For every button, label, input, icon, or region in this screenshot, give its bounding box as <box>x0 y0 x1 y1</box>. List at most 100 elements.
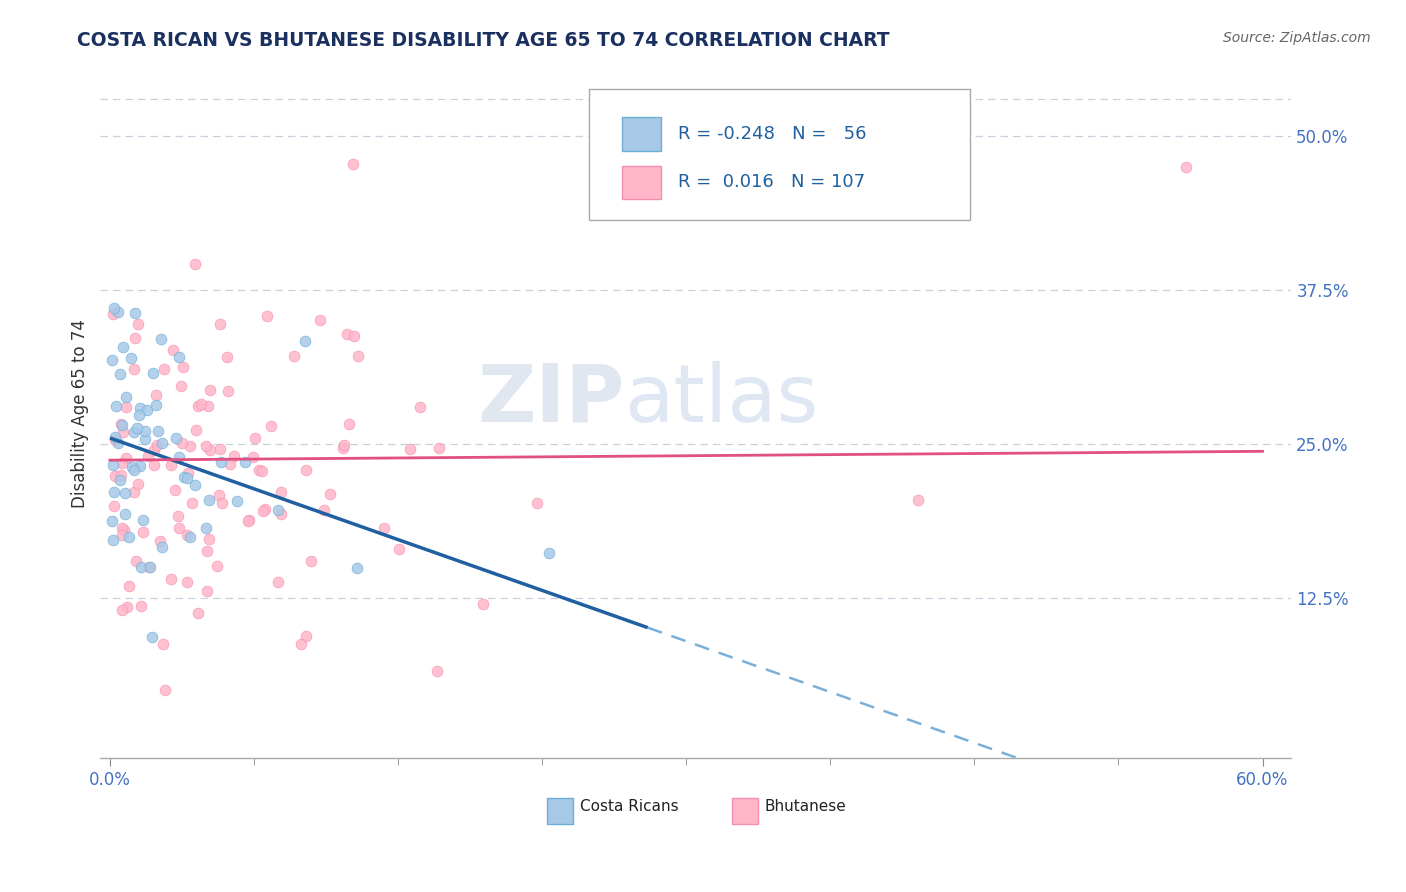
Point <box>111 521 134 535</box>
Point <box>104 399 127 413</box>
Text: atlas: atlas <box>624 360 818 439</box>
Point <box>138 560 160 574</box>
Point <box>200 384 222 398</box>
Point <box>283 349 305 363</box>
Point <box>101 533 124 547</box>
Point <box>115 450 138 465</box>
Point <box>238 513 260 527</box>
Point <box>343 328 366 343</box>
Y-axis label: Disability Age 65 to 74: Disability Age 65 to 74 <box>72 319 89 508</box>
Text: Costa Ricans: Costa Ricans <box>581 799 679 814</box>
Point <box>247 463 270 477</box>
Point <box>131 559 153 574</box>
Point <box>122 484 145 499</box>
Point <box>153 362 176 376</box>
Point <box>122 463 145 477</box>
Point <box>152 637 174 651</box>
FancyBboxPatch shape <box>547 797 574 823</box>
Point <box>250 464 273 478</box>
Point <box>120 351 142 365</box>
Point <box>294 628 316 642</box>
Point <box>373 521 395 535</box>
Point <box>198 443 221 458</box>
Point <box>145 398 167 412</box>
Point <box>267 503 290 517</box>
Text: Source: ZipAtlas.com: Source: ZipAtlas.com <box>1223 31 1371 45</box>
Point <box>115 400 138 414</box>
Point <box>538 546 561 560</box>
Text: R = -0.248   N =   56: R = -0.248 N = 56 <box>678 125 866 143</box>
Point <box>111 528 134 542</box>
Point <box>409 400 432 414</box>
FancyBboxPatch shape <box>731 797 758 823</box>
Point <box>165 431 187 445</box>
Point <box>526 496 548 510</box>
Point <box>187 400 209 414</box>
Point <box>160 573 183 587</box>
Point <box>184 424 207 438</box>
Point <box>114 507 136 521</box>
Point <box>111 457 134 471</box>
Point <box>112 340 135 354</box>
Point <box>242 450 264 465</box>
Point <box>167 509 190 524</box>
FancyBboxPatch shape <box>589 89 970 220</box>
Point <box>347 349 370 363</box>
Point <box>205 559 228 574</box>
Point <box>138 560 160 574</box>
Point <box>135 402 157 417</box>
Point <box>222 450 245 464</box>
Point <box>333 438 356 452</box>
Point <box>134 424 156 438</box>
Point <box>290 636 312 650</box>
Point <box>110 368 132 382</box>
Point <box>186 606 208 620</box>
Point <box>104 430 127 444</box>
Point <box>150 436 173 450</box>
Point <box>471 597 494 611</box>
Point <box>170 379 193 393</box>
Point <box>101 458 124 472</box>
Point <box>179 531 201 545</box>
Point <box>110 467 132 482</box>
Point <box>254 502 277 516</box>
Point <box>142 366 165 380</box>
Point <box>346 561 368 575</box>
Point <box>107 305 129 319</box>
Point <box>198 493 221 508</box>
Point <box>236 514 259 528</box>
Point <box>127 477 149 491</box>
Point <box>160 458 183 472</box>
Point <box>129 599 152 614</box>
Point <box>112 523 135 537</box>
Text: ZIP: ZIP <box>477 360 624 439</box>
Point <box>209 317 232 331</box>
Point <box>245 431 267 445</box>
Point <box>195 521 218 535</box>
FancyBboxPatch shape <box>621 166 661 199</box>
Text: COSTA RICAN VS BHUTANESE DISABILITY AGE 65 TO 74 CORRELATION CHART: COSTA RICAN VS BHUTANESE DISABILITY AGE … <box>77 31 890 50</box>
Point <box>143 442 166 457</box>
Point <box>173 469 195 483</box>
Point <box>101 306 124 320</box>
Point <box>115 599 138 614</box>
Point <box>121 459 143 474</box>
Point <box>115 391 138 405</box>
Point <box>180 496 202 510</box>
Point <box>332 441 354 455</box>
Point <box>112 425 135 440</box>
Text: R =  0.016   N = 107: R = 0.016 N = 107 <box>678 173 865 191</box>
Point <box>299 554 322 568</box>
Point <box>146 438 169 452</box>
Point <box>233 455 256 469</box>
Point <box>184 257 207 271</box>
Point <box>179 439 201 453</box>
Point <box>111 602 134 616</box>
Point <box>104 469 127 483</box>
Point <box>127 318 149 332</box>
Point <box>256 309 278 323</box>
Point <box>150 540 173 554</box>
Point <box>129 458 152 473</box>
Point <box>266 575 288 590</box>
Point <box>149 332 172 346</box>
